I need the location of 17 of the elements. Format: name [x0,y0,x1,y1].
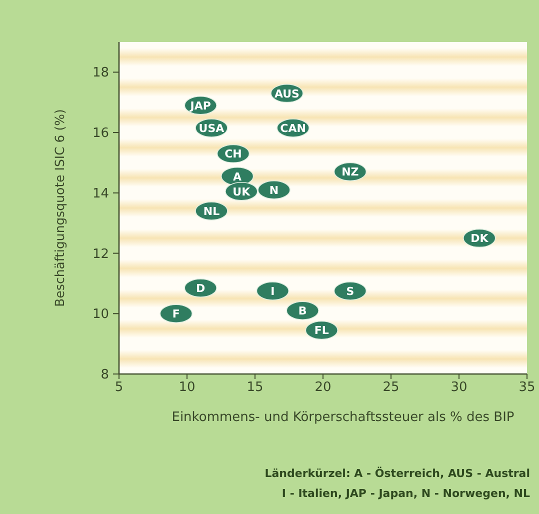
y-axis-title: Beschäftigungsquote ISIC 6 (%) [52,109,67,307]
x-tick-label: 35 [518,380,536,395]
text: I - Italien, JAP - Japan, N - Norwegen, NL [282,487,530,500]
x-axis-title: Einkommens- und Körperschaftssteuer als % des BIP [172,410,514,425]
y-tick-label: 12 [92,246,109,262]
x-tick-label: 10 [178,380,196,395]
y-tick-label: 18 [92,66,109,81]
y-tick-label: 14 [92,186,109,202]
x-tick-label: 30 [450,380,468,395]
y-tick-label: 10 [92,307,109,322]
text: Länderkürzel: A - Österreich, AUS - Austral [264,466,530,480]
y-tick-label: 8 [100,368,109,383]
x-tick-label: 20 [314,380,332,395]
x-tick-label: 15 [246,380,264,395]
x-tick-label: 5 [114,380,124,395]
x-tick-label: 25 [382,380,400,395]
y-tick-label: 16 [92,126,109,142]
